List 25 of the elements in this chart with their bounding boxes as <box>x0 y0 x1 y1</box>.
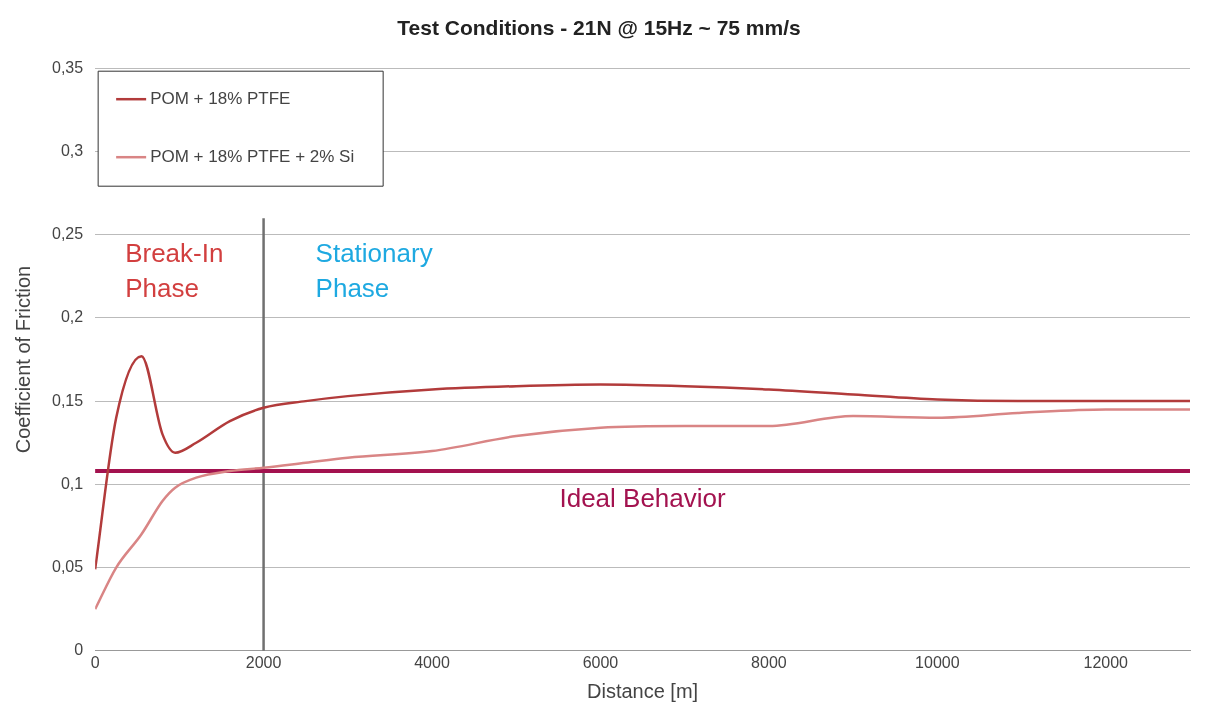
legend-label: POM + 18% PTFE + 2% Si <box>150 146 355 166</box>
y-tick-label: 0,05 <box>52 557 84 575</box>
y-tick-label: 0,35 <box>52 58 84 76</box>
line-series <box>95 408 1190 611</box>
line-series <box>95 354 1190 571</box>
annotation: Break-In Phase <box>125 238 224 304</box>
y-tick-label: 0 <box>74 641 84 659</box>
y-tick-label: 0,25 <box>52 225 84 243</box>
x-tick-label: 8000 <box>751 653 787 671</box>
ref-line-label: Ideal Behavior <box>559 483 727 514</box>
annotation: Stationary Phase <box>315 238 433 304</box>
x-tick-label: 6000 <box>582 653 619 671</box>
legend-label: POM + 18% PTFE <box>150 88 291 108</box>
y-tick-label: 0,1 <box>60 474 84 492</box>
y-axis-title: Coefficient of Friction <box>11 265 34 454</box>
x-tick-label: 0 <box>90 653 100 671</box>
x-axis-title: Distance [m] <box>586 679 699 702</box>
y-tick-label: 0,15 <box>52 391 84 409</box>
x-tick-label: 2000 <box>245 653 282 671</box>
chart-title: Test Conditions - 21N @ 15Hz ~ 75 mm/s <box>397 16 801 40</box>
y-tick-label: 0,3 <box>60 141 84 159</box>
y-tick-label: 0,2 <box>60 308 84 326</box>
x-tick-label: 10000 <box>915 653 960 671</box>
x-tick-label: 4000 <box>414 653 450 671</box>
x-tick-label: 12000 <box>1083 653 1129 671</box>
